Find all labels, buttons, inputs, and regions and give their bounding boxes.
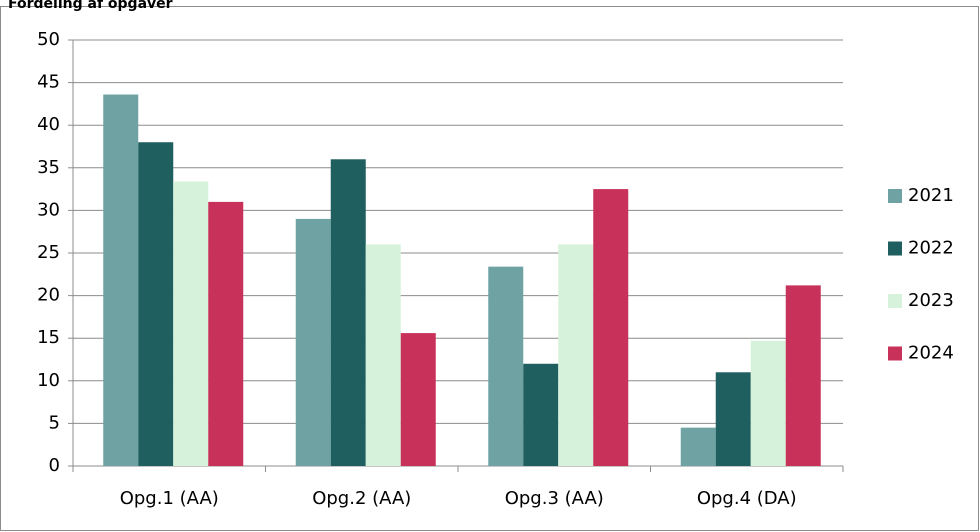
legend-label: 2021	[908, 185, 954, 206]
y-tick-label: 20	[37, 285, 60, 306]
x-tick-label: Opg.4 (DA)	[697, 488, 797, 509]
y-tick-label: 10	[37, 370, 60, 391]
legend-swatch	[888, 346, 902, 361]
bar	[330, 159, 366, 466]
legend-label: 2022	[908, 238, 954, 259]
x-tick-label: Opg.3 (AA)	[505, 488, 604, 509]
y-tick-label: 50	[37, 29, 60, 50]
bar	[400, 333, 436, 466]
x-tick-label: Opg.1 (AA)	[120, 488, 219, 509]
x-tick-label: Opg.2 (AA)	[312, 488, 411, 509]
bar	[593, 189, 629, 466]
legend-label: 2023	[908, 290, 954, 311]
chart-title: Fordeling af opgaver	[8, 0, 173, 12]
bar	[295, 218, 331, 466]
y-tick-label: 40	[37, 114, 60, 135]
bar	[750, 340, 786, 466]
bar	[558, 244, 594, 466]
bar	[785, 285, 821, 466]
bar	[715, 372, 751, 466]
bar	[488, 266, 524, 466]
bar	[103, 94, 139, 466]
y-tick-label: 5	[49, 412, 60, 433]
bar	[173, 181, 209, 466]
legend-label: 2024	[908, 343, 954, 364]
legend-swatch	[888, 294, 902, 308]
bar	[365, 244, 401, 466]
legend-swatch	[888, 241, 902, 256]
y-tick-label: 30	[37, 199, 60, 220]
bar	[680, 427, 716, 466]
legend-swatch	[888, 189, 902, 203]
bar	[208, 201, 244, 466]
bar	[138, 142, 174, 467]
y-tick-label: 45	[37, 72, 60, 93]
y-tick-label: 35	[37, 157, 60, 178]
bar	[523, 363, 559, 466]
y-tick-label: 0	[49, 455, 60, 476]
y-tick-label: 25	[37, 242, 60, 263]
y-tick-label: 15	[37, 327, 60, 348]
